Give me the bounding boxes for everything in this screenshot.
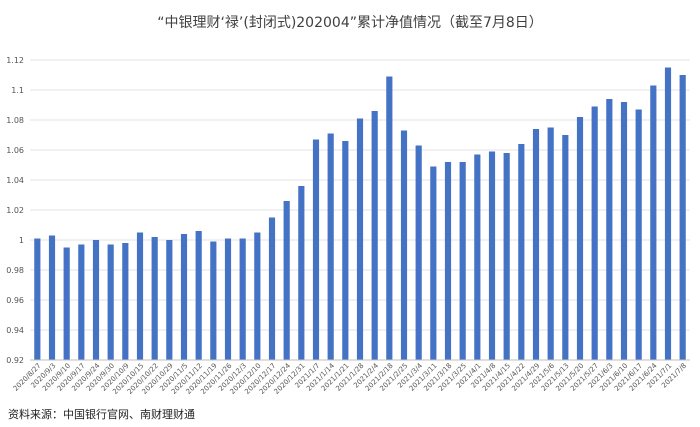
bar-2021/4/29 <box>532 129 540 360</box>
bar-2021/7/1 <box>664 67 672 360</box>
y-tick-label: 1.08 <box>6 116 24 125</box>
bar-2021/2/4 <box>371 111 378 360</box>
y-tick-label: 1.12 <box>6 56 24 65</box>
y-tick-label: 1.04 <box>6 176 24 185</box>
bar-2021/1/7 <box>312 139 320 360</box>
bar-2021/4/15 <box>503 153 510 360</box>
y-tick-label: 1 <box>19 236 24 245</box>
bar-2021/2/25 <box>400 130 408 360</box>
y-tick-label: 1.06 <box>6 146 24 155</box>
bar-2020/10/22 <box>151 237 158 360</box>
bar-2021/1/28 <box>356 118 364 360</box>
bar-2020/10/9 <box>122 243 129 360</box>
bar-2021/5/13 <box>562 135 569 360</box>
bar-2021/3/18 <box>444 162 452 360</box>
y-tick-label: 1.1 <box>11 86 24 95</box>
y-tick-label: 0.96 <box>6 296 24 305</box>
y-tick-label: 0.92 <box>6 356 24 365</box>
bar-2020/9/24 <box>92 240 100 360</box>
bar-2021/5/6 <box>547 127 554 360</box>
bar-2021/6/3 <box>606 99 613 360</box>
bar-2020/12/17 <box>268 217 276 360</box>
y-tick-label: 1.02 <box>6 206 24 215</box>
bar-2021/6/10 <box>620 102 628 360</box>
bar-2021/5/27 <box>591 106 598 360</box>
bar-2020/9/10 <box>63 247 70 360</box>
bar-2021/4/8 <box>488 151 496 360</box>
bar-2021/7/8 <box>679 75 686 360</box>
bar-2020/9/3 <box>48 235 56 360</box>
bar-2020/10/29 <box>166 240 173 360</box>
x-axis: 2020/8/272020/9/32020/9/102020/9/172020/… <box>12 361 688 396</box>
y-tick-label: 0.98 <box>6 266 24 275</box>
y-tick-label: 0.94 <box>6 326 24 335</box>
bar-2020/11/26 <box>224 238 232 360</box>
bar-2020/12/10 <box>254 232 261 360</box>
bar-2021/5/20 <box>576 117 584 360</box>
bar-2020/11/5 <box>180 234 188 360</box>
bar-2021/6/24 <box>650 85 657 360</box>
bar-2020/12/24 <box>283 201 290 360</box>
bar-2021/3/4 <box>415 145 422 360</box>
bars <box>34 67 686 360</box>
bar-2020/8/27 <box>34 238 41 360</box>
bar-2020/12/31 <box>298 186 305 360</box>
bar-2021/4/22 <box>518 144 525 360</box>
y-axis: 0.92 0.94 0.96 0.98 1 1.02 1.04 1.06 1.08 1.1 1.12 <box>6 56 24 365</box>
bar-2020/11/12 <box>195 231 202 360</box>
bar-2020/11/19 <box>210 241 217 360</box>
bar-2021/2/18 <box>386 76 393 360</box>
bar-2021/1/14 <box>327 133 334 360</box>
source-note: 资料来源：中国银行官网、南财理财通 <box>8 408 195 421</box>
bar-2021/3/11 <box>430 166 437 360</box>
bar-2020/10/15 <box>136 232 144 360</box>
bar-2020/12/3 <box>239 238 246 360</box>
bar-2021/6/17 <box>635 109 642 360</box>
chart-title: “中银理财‘禄’(封闭式)202004”累计净值情况（截至7月8日） <box>157 15 543 31</box>
bar-2020/9/30 <box>107 244 114 360</box>
bar-2021/4/1 <box>474 154 481 360</box>
bar-2021/3/25 <box>459 162 466 360</box>
bar-2020/9/17 <box>78 244 85 360</box>
bar-2021/1/21 <box>342 141 349 360</box>
